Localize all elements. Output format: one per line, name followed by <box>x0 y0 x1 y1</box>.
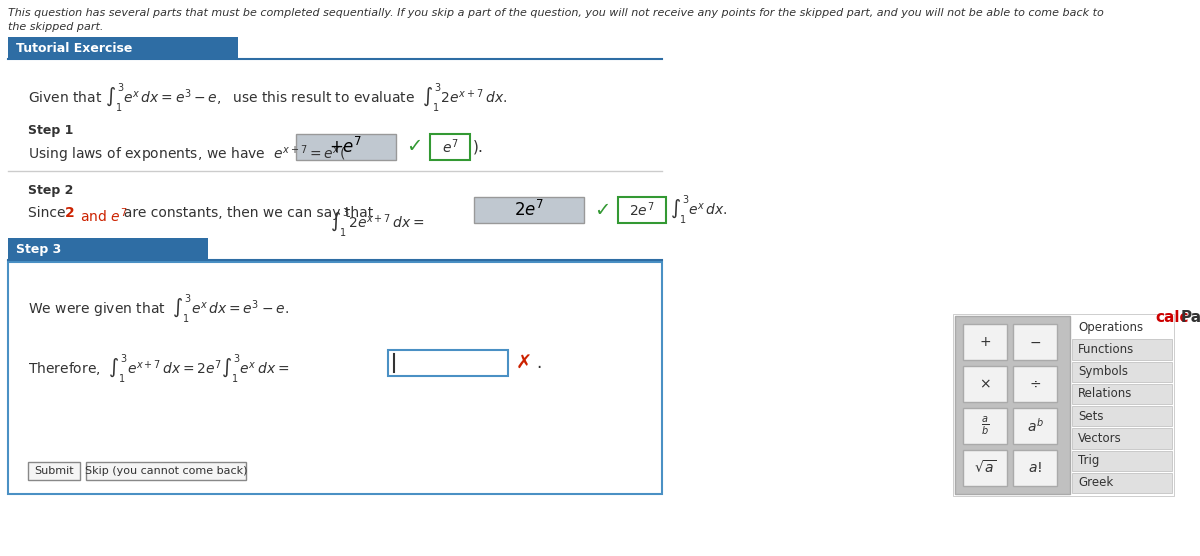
FancyBboxPatch shape <box>1072 339 1172 360</box>
Text: Operations: Operations <box>1078 321 1144 334</box>
FancyBboxPatch shape <box>474 197 584 223</box>
Text: $a!$: $a!$ <box>1028 461 1042 475</box>
Text: Using laws of exponents, we have  $e^{x + 7} = e^x($: Using laws of exponents, we have $e^{x +… <box>28 143 346 165</box>
Text: This question has several parts that must be completed sequentially. If you skip: This question has several parts that mus… <box>8 8 1104 18</box>
FancyBboxPatch shape <box>388 350 508 376</box>
Text: $\int_1^3 e^x\, dx.$: $\int_1^3 e^x\, dx.$ <box>670 193 727 226</box>
Text: Since: Since <box>28 206 70 220</box>
Text: calc: calc <box>1154 310 1188 325</box>
Text: Pad: Pad <box>1181 310 1200 325</box>
Text: $+$: $+$ <box>979 335 991 349</box>
Text: $+e^7$: $+e^7$ <box>329 137 362 157</box>
Text: $2e^7$: $2e^7$ <box>629 201 655 219</box>
Text: $\int_1^3 2e^{x+7}\, dx =$: $\int_1^3 2e^{x+7}\, dx =$ <box>330 206 425 239</box>
Text: Skip (you cannot come back): Skip (you cannot come back) <box>85 466 247 476</box>
Text: and $e^7$: and $e^7$ <box>76 206 127 225</box>
Text: Step 2: Step 2 <box>28 184 73 197</box>
Text: Therefore,  $\int_1^3 e^{x+7}\, dx = 2e^7 \int_1^3 e^x\, dx =$: Therefore, $\int_1^3 e^{x+7}\, dx = 2e^7… <box>28 352 289 385</box>
Text: ✗: ✗ <box>516 354 533 373</box>
FancyBboxPatch shape <box>618 197 666 223</box>
Text: $e^7$: $e^7$ <box>442 138 458 156</box>
FancyBboxPatch shape <box>1072 473 1172 493</box>
Text: Given that $\int_1^3 e^x\, dx = e^3 - e,$  use this result to evaluate  $\int_1^: Given that $\int_1^3 e^x\, dx = e^3 - e,… <box>28 81 508 114</box>
FancyBboxPatch shape <box>1072 384 1172 404</box>
Text: ✓: ✓ <box>594 201 611 220</box>
FancyBboxPatch shape <box>1013 366 1057 402</box>
Text: Trig: Trig <box>1078 454 1099 467</box>
FancyBboxPatch shape <box>1013 450 1057 486</box>
FancyBboxPatch shape <box>1013 324 1057 360</box>
FancyBboxPatch shape <box>964 408 1007 444</box>
FancyBboxPatch shape <box>1072 428 1172 449</box>
Text: are constants, then we can say that: are constants, then we can say that <box>115 206 373 220</box>
Text: $\times$: $\times$ <box>979 377 991 391</box>
FancyBboxPatch shape <box>8 37 238 59</box>
Text: $\div$: $\div$ <box>1028 377 1042 391</box>
FancyBboxPatch shape <box>964 366 1007 402</box>
FancyBboxPatch shape <box>86 462 246 480</box>
Text: We were given that  $\int_1^3 e^x\, dx = e^3 - e.$: We were given that $\int_1^3 e^x\, dx = … <box>28 292 289 325</box>
FancyBboxPatch shape <box>8 238 208 260</box>
Text: Tutorial Exercise: Tutorial Exercise <box>16 42 132 54</box>
FancyBboxPatch shape <box>8 262 662 494</box>
Text: $\frac{a}{b}$: $\frac{a}{b}$ <box>980 415 989 437</box>
Text: Relations: Relations <box>1078 388 1133 400</box>
FancyBboxPatch shape <box>1072 361 1172 382</box>
Text: Submit: Submit <box>34 466 74 476</box>
Text: $).$: $).$ <box>472 138 484 156</box>
Text: $\mathbf{2}$: $\mathbf{2}$ <box>64 206 74 220</box>
Text: $\sqrt{a}$: $\sqrt{a}$ <box>973 460 996 476</box>
Text: $2e^7$: $2e^7$ <box>514 200 544 220</box>
Text: Greek: Greek <box>1078 476 1114 489</box>
Text: $-$: $-$ <box>1028 335 1042 349</box>
Text: Functions: Functions <box>1078 343 1134 356</box>
Text: $a^b$: $a^b$ <box>1026 417 1044 435</box>
Text: Symbols: Symbols <box>1078 365 1128 378</box>
Text: Step 1: Step 1 <box>28 124 73 137</box>
FancyBboxPatch shape <box>430 134 470 160</box>
Text: the skipped part.: the skipped part. <box>8 22 103 32</box>
Text: .: . <box>536 354 541 372</box>
FancyBboxPatch shape <box>1013 408 1057 444</box>
FancyBboxPatch shape <box>1072 406 1172 426</box>
FancyBboxPatch shape <box>28 462 80 480</box>
Text: Sets: Sets <box>1078 410 1104 423</box>
FancyBboxPatch shape <box>1072 450 1172 471</box>
FancyBboxPatch shape <box>964 450 1007 486</box>
Text: Vectors: Vectors <box>1078 432 1122 445</box>
FancyBboxPatch shape <box>964 324 1007 360</box>
FancyBboxPatch shape <box>955 316 1070 494</box>
Text: Step 3: Step 3 <box>16 242 61 256</box>
Text: ✓: ✓ <box>406 137 422 156</box>
FancyBboxPatch shape <box>296 134 396 160</box>
